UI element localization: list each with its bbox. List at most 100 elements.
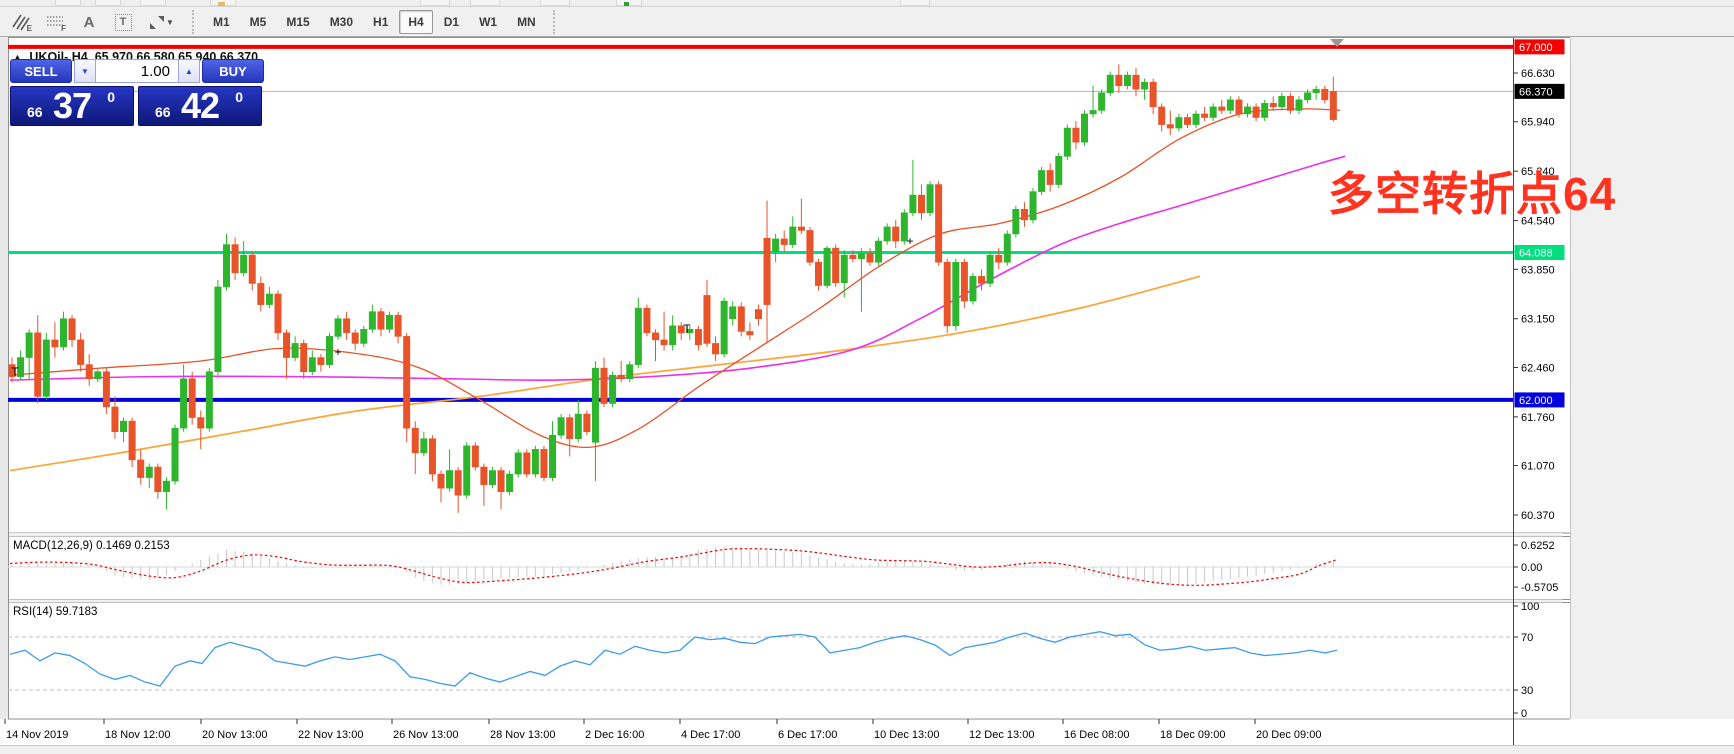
x-axis-tick: 16 Dec 08:00 bbox=[1064, 729, 1129, 741]
cursor-tools-icon[interactable]: ▼ bbox=[142, 9, 182, 35]
tab-timeframe-M5[interactable]: M5 bbox=[249, 15, 267, 29]
y-axis-tick: 61.070 bbox=[1521, 461, 1555, 473]
y-axis-tick: 62.460 bbox=[1521, 362, 1555, 374]
trade-marker: + bbox=[906, 234, 913, 248]
symbol-triangle-icon: ▲ bbox=[13, 52, 22, 62]
volume-input[interactable] bbox=[96, 59, 178, 83]
rsi-axis-tick: 100 bbox=[1521, 601, 1539, 613]
buy-price-sup: 0 bbox=[235, 89, 243, 105]
x-axis-tick: 14 Nov 2019 bbox=[6, 729, 68, 741]
sell-price-prefix: 66 bbox=[27, 104, 43, 120]
x-axis-tick: 22 Nov 13:00 bbox=[298, 729, 363, 741]
arrows-glyph bbox=[150, 16, 165, 29]
sell-price-main: 37 bbox=[53, 85, 92, 126]
macd-signal-line bbox=[9, 548, 1338, 586]
price-badge-66.370 bbox=[1514, 83, 1565, 99]
price-badge-label: 64.088 bbox=[1519, 247, 1553, 259]
tab-timeframe-M15[interactable]: M15 bbox=[286, 15, 310, 29]
sell-price-panel[interactable]: 66 37 0 bbox=[10, 85, 134, 126]
macd-label: MACD(12,26,9) 0.1469 0.2153 bbox=[13, 540, 170, 552]
x-axis-tick: 26 Nov 13:00 bbox=[393, 729, 458, 741]
price-axis[interactable]: 66.630 65.940 65.240 64.540 63.850 63.150 62.4… bbox=[1513, 39, 1565, 522]
y-axis-tick: 65.940 bbox=[1521, 117, 1555, 129]
tab-timeframe-H4[interactable]: H4 bbox=[399, 10, 433, 34]
buy-price-panel[interactable]: 66 42 0 bbox=[138, 85, 262, 126]
volume-decrement-button[interactable]: ▼ bbox=[74, 59, 96, 83]
timeframe-tabs: M1 M5 M15 M30 H1 H4 D1 W1 MN bbox=[204, 10, 547, 34]
time-axis[interactable]: 14 Nov 2019 18 Nov 12:00 20 Nov 13:00 22 No… bbox=[4, 719, 1321, 741]
x-axis-tick: 28 Nov 13:00 bbox=[490, 729, 555, 741]
x-axis-tick: 18 Dec 09:00 bbox=[1160, 729, 1225, 741]
grid-glyph bbox=[47, 16, 63, 26]
toolbar: E F A T ▼ M1 M5 M15 M30 H1 H bbox=[0, 0, 1734, 37]
x-axis-tick: 2 Dec 16:00 bbox=[585, 729, 644, 741]
chart-shift-triangle-icon[interactable] bbox=[1330, 39, 1344, 47]
sell-button[interactable]: SELL bbox=[10, 59, 72, 83]
toolbar-separator bbox=[192, 10, 196, 34]
toolbar-separator bbox=[552, 10, 557, 34]
icon-letter: T bbox=[114, 13, 132, 31]
candles-layer bbox=[8, 64, 1337, 513]
hatch-glyph bbox=[12, 14, 30, 31]
price-badge-label: 67.000 bbox=[1519, 42, 1553, 54]
x-axis-tick: 4 Dec 17:00 bbox=[681, 729, 740, 741]
trade-marker: T bbox=[11, 365, 19, 379]
macd-axis-tick: -0.5705 bbox=[1521, 582, 1558, 594]
y-axis-tick: 65.240 bbox=[1521, 166, 1555, 178]
tab-timeframe-M30[interactable]: M30 bbox=[329, 15, 354, 29]
icon-letter: E bbox=[26, 24, 32, 33]
rsi-axis-tick: 70 bbox=[1521, 632, 1533, 644]
rsi-axis-tick: 30 bbox=[1521, 685, 1533, 697]
price-badge-67.000 bbox=[1514, 39, 1565, 55]
x-axis-tick: 12 Dec 13:00 bbox=[969, 729, 1034, 741]
chevron-down-icon[interactable]: ▼ bbox=[166, 17, 174, 27]
y-axis-tick: 63.150 bbox=[1521, 314, 1555, 326]
x-axis-tick: 20 Dec 09:00 bbox=[1256, 729, 1321, 741]
buy-price-main: 42 bbox=[181, 85, 220, 126]
main-price-pane: T + T + bbox=[8, 44, 1513, 513]
tab-timeframe-M1[interactable]: M1 bbox=[213, 15, 230, 29]
rsi-axis-tick: 0 bbox=[1521, 708, 1527, 720]
text-icon[interactable]: A bbox=[74, 9, 104, 35]
tab-timeframe-D1[interactable]: D1 bbox=[443, 15, 460, 29]
draw-hatch-icon[interactable]: E bbox=[6, 9, 36, 35]
y-axis-tick: 64.540 bbox=[1521, 216, 1555, 228]
one-click-trading-widget: SELL ▼ ▲ BUY 66 37 0 66 42 0 bbox=[10, 59, 266, 126]
sell-price-sup: 0 bbox=[107, 89, 115, 105]
text-label-icon[interactable]: T bbox=[108, 9, 138, 35]
tab-timeframe-MN[interactable]: MN bbox=[517, 15, 536, 29]
buy-button[interactable]: BUY bbox=[202, 59, 264, 83]
y-axis-tick: 66.630 bbox=[1521, 68, 1555, 80]
macd-axis-tick: 0.00 bbox=[1521, 562, 1542, 574]
partial-toolbar-fragments bbox=[0, 0, 1734, 7]
trade-marker: + bbox=[334, 345, 341, 359]
x-axis-tick: 18 Nov 12:00 bbox=[105, 729, 170, 741]
ma-fast-line bbox=[9, 108, 1341, 449]
icon-letter: F bbox=[61, 24, 66, 33]
rsi-label: RSI(14) 59.7183 bbox=[13, 606, 98, 618]
tab-timeframe-H1[interactable]: H1 bbox=[373, 15, 389, 29]
price-badge-label: 62.000 bbox=[1519, 395, 1553, 407]
buy-price-prefix: 66 bbox=[155, 104, 171, 120]
rsi-line bbox=[9, 631, 1338, 687]
macd-axis-tick: 0.6252 bbox=[1521, 540, 1555, 552]
macd-pane: 0.6252 0.00 -0.5705 bbox=[8, 540, 1558, 594]
y-axis-tick: 63.850 bbox=[1521, 264, 1555, 276]
x-axis-tick: 10 Dec 13:00 bbox=[874, 729, 939, 741]
trade-marker: T bbox=[683, 322, 691, 336]
x-axis-tick: 6 Dec 17:00 bbox=[778, 729, 837, 741]
x-axis-tick: 20 Nov 13:00 bbox=[202, 729, 267, 741]
ma-mid-line bbox=[9, 155, 1346, 382]
annotation-text: 多空转折点64 bbox=[1328, 168, 1617, 220]
price-badge-64.088 bbox=[1514, 244, 1565, 260]
fibonacci-grid-icon[interactable]: F bbox=[40, 9, 70, 35]
volume-increment-button[interactable]: ▲ bbox=[178, 59, 200, 83]
y-axis-tick: 61.760 bbox=[1521, 412, 1555, 424]
price-badge-label: 66.370 bbox=[1519, 86, 1553, 98]
icon-letter: A bbox=[83, 13, 95, 31]
y-axis-tick: 60.370 bbox=[1521, 510, 1555, 522]
price-badge-62.000 bbox=[1514, 392, 1565, 408]
tab-timeframe-W1[interactable]: W1 bbox=[479, 15, 498, 29]
